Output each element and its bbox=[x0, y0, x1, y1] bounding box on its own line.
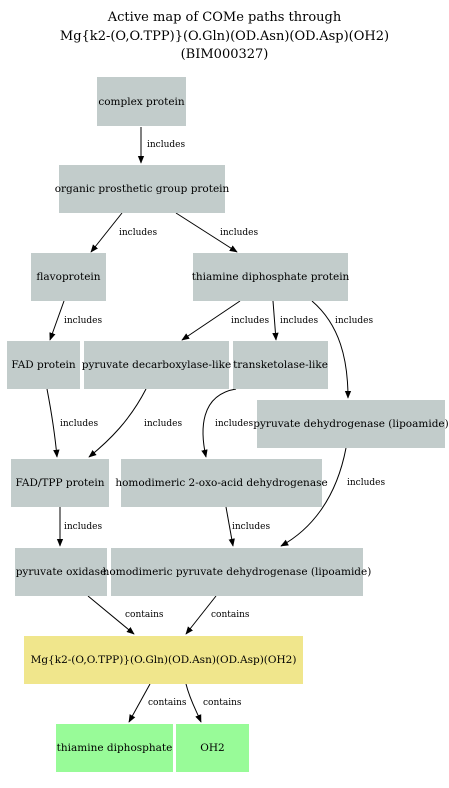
edge-thiamine-to-transketolase bbox=[272, 300, 279, 341]
edge-label-includes: includes bbox=[335, 316, 374, 326]
edge-organic-to-thiamine bbox=[175, 212, 238, 253]
edge-label-includes: includes bbox=[60, 419, 99, 429]
node-fad-tpp-protein[interactable]: FAD/TPP protein bbox=[11, 459, 109, 507]
edge-label-includes: includes bbox=[231, 316, 270, 326]
diagram-title-line-3: (BIM000327) bbox=[180, 47, 269, 62]
edge-label-includes: includes bbox=[347, 478, 386, 488]
diagram-title-line-1: Active map of COMe paths through bbox=[107, 10, 342, 25]
edge-organic-to-flavoprotein bbox=[90, 212, 123, 253]
node-oh2[interactable]: OH2 bbox=[176, 724, 249, 772]
node-thiamine-diphosphate-protein[interactable]: thiamine diphosphate protein bbox=[192, 253, 349, 301]
node-pyruvate-dehydrogenase-lipoamide[interactable]: pyruvate dehydrogenase (lipoamide) bbox=[253, 400, 449, 448]
edge-transketolase-to-oxo bbox=[201, 388, 237, 458]
edge-label-contains: contains bbox=[211, 610, 250, 620]
node-organic-prosthetic-group-protein[interactable]: organic prosthetic group protein bbox=[55, 165, 229, 213]
edge-label-includes: includes bbox=[147, 140, 186, 150]
node-flavoprotein[interactable]: flavoprotein bbox=[31, 253, 106, 301]
node-transketolase-like[interactable]: transketolase-like bbox=[233, 341, 328, 389]
edge-label-contains: contains bbox=[203, 698, 242, 708]
node-pyruvate-oxidase[interactable]: pyruvate oxidase bbox=[15, 548, 107, 596]
edge-label-includes: includes bbox=[144, 419, 183, 429]
edge-label-includes: includes bbox=[119, 228, 158, 238]
edge-mg-to-thiamine-diphosphate bbox=[128, 683, 151, 723]
edge-label-includes: includes bbox=[220, 228, 259, 238]
node-homodimeric-2-oxo-acid-dehydrogenase[interactable]: homodimeric 2-oxo-acid dehydrogenase bbox=[115, 459, 328, 507]
node-thiamine-diphosphate[interactable]: thiamine diphosphate bbox=[56, 724, 173, 772]
edge-thiamine-to-pdh bbox=[311, 300, 352, 399]
edge-pdh-to-homodimeric-pyruvate bbox=[280, 447, 347, 547]
node-mg-complex[interactable]: Mg{k2-(O,O.TPP)}(O.Gln)(OD.Asn)(OD.Asp)(… bbox=[24, 636, 303, 684]
edge-oxo-to-homodimeric-pyruvate bbox=[225, 506, 235, 547]
edge-fad-to-fadtpp bbox=[46, 388, 60, 458]
edge-label-contains: contains bbox=[148, 698, 187, 708]
node-fad-protein[interactable]: FAD protein bbox=[7, 341, 80, 389]
edge-label-includes: includes bbox=[215, 419, 254, 429]
edge-label-includes: includes bbox=[64, 522, 103, 532]
node-complex-protein[interactable]: complex protein bbox=[97, 77, 186, 126]
node-pyruvate-decarboxylase-like[interactable]: pyruvate decarboxylase-like bbox=[82, 341, 231, 389]
node-homodimeric-pyruvate-dehydrogenase[interactable]: homodimeric pyruvate dehydrogenase (lipo… bbox=[103, 548, 371, 596]
diagram-title-line-2: Mg{k2-(O,O.TPP)}(O.Gln)(OD.Asn)(OD.Asp)(… bbox=[59, 29, 390, 44]
edge-label-includes: includes bbox=[64, 316, 103, 326]
edge-label-includes: includes bbox=[280, 316, 319, 326]
edge-decarboxylase-to-fadtpp bbox=[88, 388, 147, 458]
edge-flavo-to-fad bbox=[49, 300, 65, 341]
edge-label-includes: includes bbox=[232, 522, 271, 532]
edge-thiamine-to-decarboxylase bbox=[181, 300, 241, 341]
edge-mg-to-oh2 bbox=[185, 683, 202, 723]
edge-label-contains: contains bbox=[125, 610, 164, 620]
edge-oxidase-to-mg bbox=[87, 595, 135, 635]
edge-homodimeric-pyruvate-to-mg bbox=[185, 595, 217, 635]
